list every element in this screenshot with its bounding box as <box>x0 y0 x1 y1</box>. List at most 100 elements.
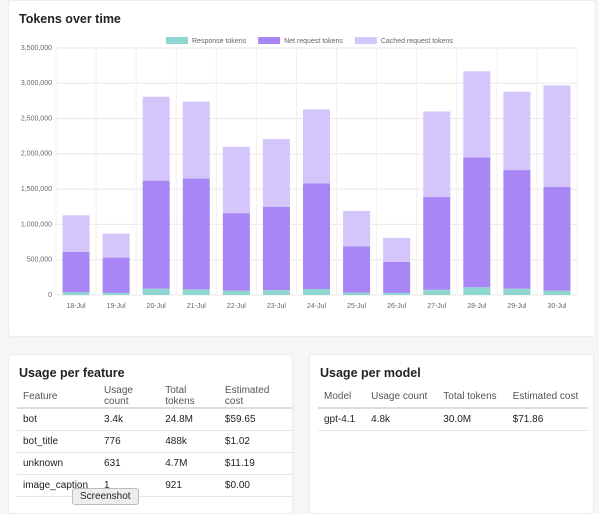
bar-segment <box>142 180 170 289</box>
table-cell: 4.7M <box>159 452 219 475</box>
legend-swatch <box>354 37 377 44</box>
bar-segment <box>343 246 371 293</box>
bar-segment <box>102 292 130 295</box>
table-cell: $1.02 <box>218 430 292 453</box>
table-cell: $0.00 <box>218 474 292 497</box>
table-cell: gpt-4.1 <box>318 408 366 431</box>
bar-segment <box>463 157 491 288</box>
table-cell: unknown <box>17 452 99 475</box>
column-header: Model <box>318 385 366 409</box>
legend-label: Net request tokens <box>284 38 343 45</box>
bar-segment <box>182 101 210 179</box>
bar-segment <box>62 292 90 295</box>
x-tick-label: 20-Jul <box>147 303 167 310</box>
y-tick-label: 500,000 <box>27 257 52 264</box>
feature-table: Feature Usage count Total tokens Estimated … <box>17 385 292 497</box>
y-tick-label: 2,500,000 <box>21 115 52 122</box>
feature-card: Usage per feature Feature Usage count Tota… <box>8 354 293 514</box>
legend-label: Response tokens <box>192 38 247 45</box>
x-tick-label: 22-Jul <box>227 303 247 310</box>
table-cell: 921 <box>159 474 219 497</box>
bar-segment <box>102 233 130 258</box>
table-row: unknown 631 4.7M $11.19 <box>17 452 292 475</box>
chart-card: Tokens over time 0 500,000 1,000,000 1,500,… <box>8 0 596 337</box>
table-cell: $11.19 <box>218 452 292 475</box>
bar-segment <box>142 288 170 295</box>
y-tick-label: 0 <box>48 292 52 299</box>
column-header: Estimated cost <box>506 385 589 409</box>
column-header: Usage count <box>98 385 160 409</box>
bar-segment <box>262 290 290 295</box>
table-cell: 24.8M <box>159 408 219 431</box>
legend-swatch <box>258 37 281 44</box>
bar-segment <box>503 288 531 295</box>
bar-segment <box>62 251 90 293</box>
table-cell: 4.8k <box>365 408 438 431</box>
column-header: Total tokens <box>437 385 507 409</box>
x-tick-label: 30-Jul <box>547 303 567 310</box>
bar-segment <box>262 139 290 207</box>
bar-segment <box>182 289 210 295</box>
bar-segment <box>222 213 250 291</box>
column-header: Total tokens <box>159 385 219 409</box>
table-cell: 631 <box>98 452 160 475</box>
bar-segment <box>343 292 371 295</box>
bar-segment <box>303 109 330 184</box>
x-tick-label: 29-Jul <box>507 303 527 310</box>
x-tick-label: 23-Jul <box>267 303 287 310</box>
bar-segment <box>543 85 571 188</box>
bar-segment <box>62 215 90 252</box>
header-row: Model Usage count Total tokens Estimated co… <box>318 385 589 409</box>
table-row: bot_title 776 488k $1.02 <box>17 430 292 453</box>
table-row: image_caption 1 921 $0.00 <box>17 474 292 497</box>
x-tick-label: 21-Jul <box>187 303 207 310</box>
table-row: gpt-4.1 4.8k 30.0M $71.86 <box>318 408 589 431</box>
bar-segment <box>423 111 451 197</box>
model-card: Usage per model Model Usage count Total to… <box>309 354 594 514</box>
bar-segment <box>543 187 571 291</box>
y-tick-label: 2,000,000 <box>21 151 52 158</box>
page: Tokens over time 0 500,000 1,000,000 1,500,… <box>8 0 596 514</box>
feature-title: Usage per feature <box>19 366 125 380</box>
table-cell: 488k <box>159 430 219 453</box>
table-cell: $59.65 <box>218 408 292 431</box>
x-tick-label: 18-Jul <box>66 303 86 310</box>
bar-segment <box>543 290 571 295</box>
x-tick-label: 26-Jul <box>387 303 407 310</box>
model-title: Usage per model <box>320 366 421 380</box>
bar-segment <box>383 237 411 262</box>
table-cell: bot_title <box>17 430 99 453</box>
legend-label: Cached request tokens <box>381 38 453 45</box>
bar-segment <box>463 287 491 295</box>
x-tick-label: 19-Jul <box>107 303 127 310</box>
table-cell: 3.4k <box>98 408 160 431</box>
bar-segment <box>503 170 531 289</box>
table-cell: $71.86 <box>506 408 589 431</box>
legend-swatch <box>166 37 188 44</box>
bar-segment <box>383 292 411 295</box>
chart: 0 500,000 1,000,000 1,500,000 2,000,000 2,500… <box>21 37 578 310</box>
bar-segment <box>102 257 130 293</box>
table-cell: 30.0M <box>437 408 507 431</box>
column-header: Estimated cost <box>218 385 292 409</box>
y-tick-label: 3,000,000 <box>21 80 52 87</box>
bar-segment <box>222 290 250 295</box>
bar-segment <box>142 96 170 181</box>
y-tick-label: 1,000,000 <box>21 221 52 228</box>
column-header: Feature <box>17 385 99 409</box>
bar-segment <box>503 91 531 171</box>
tooltip: Screenshot <box>72 488 139 505</box>
table-row: bot 3.4k 24.8M $59.65 <box>17 408 292 431</box>
bar-segment <box>262 206 290 291</box>
table-cell: 776 <box>98 430 160 453</box>
bar-segment <box>343 211 371 247</box>
y-tick-label: 1,500,000 <box>21 186 52 193</box>
bar-segment <box>423 289 451 295</box>
chart-title: Tokens over time <box>19 12 121 26</box>
table-cell: bot <box>17 408 99 431</box>
bar-segment <box>303 183 330 290</box>
bar-segment <box>222 146 250 214</box>
header-row: Feature Usage count Total tokens Estimated … <box>17 385 292 409</box>
y-tick-label: 3,500,000 <box>21 45 52 52</box>
x-tick-label: 27-Jul <box>427 303 447 310</box>
